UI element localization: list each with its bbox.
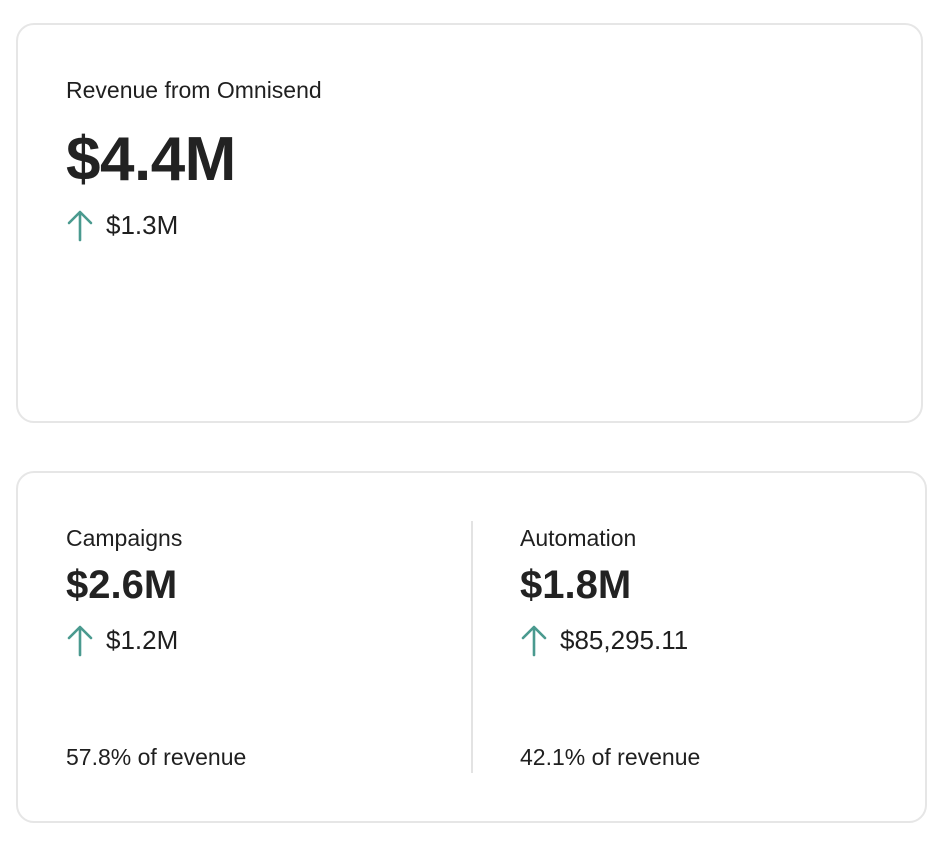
revenue-split-card: Campaigns $2.6M $1.2M 57.8% of revenue A… <box>16 471 927 823</box>
campaigns-change-value: $1.2M <box>106 625 179 655</box>
campaigns-share-suffix: of revenue <box>131 744 247 770</box>
total-revenue-change-value: $1.3M <box>106 210 179 240</box>
total-revenue-card: Revenue from Omnisend $4.4M $1.3M <box>16 23 923 423</box>
total-revenue-change: $1.3M <box>66 208 178 242</box>
automation-share-value: 42.1% <box>520 744 586 770</box>
total-revenue-label: Revenue from Omnisend <box>66 77 322 103</box>
arrow-up-icon <box>66 623 106 657</box>
automation-share: 42.1% of revenue <box>520 743 700 771</box>
campaigns-value: $2.6M <box>66 563 178 607</box>
campaigns-change: $1.2M <box>66 623 178 657</box>
campaigns-label: Campaigns <box>66 525 183 551</box>
arrow-up-icon <box>520 623 560 657</box>
column-divider <box>471 521 473 773</box>
total-revenue-value: $4.4M <box>66 125 236 194</box>
automation-value: $1.8M <box>520 563 632 607</box>
arrow-up-icon <box>66 208 106 242</box>
campaigns-share-value: 57.8% <box>66 744 132 770</box>
automation-share-suffix: of revenue <box>585 744 701 770</box>
automation-label: Automation <box>520 525 637 551</box>
automation-change: $85,295.11 <box>520 623 688 657</box>
automation-change-value: $85,295.11 <box>560 625 689 655</box>
campaigns-share: 57.8% of revenue <box>66 743 246 771</box>
